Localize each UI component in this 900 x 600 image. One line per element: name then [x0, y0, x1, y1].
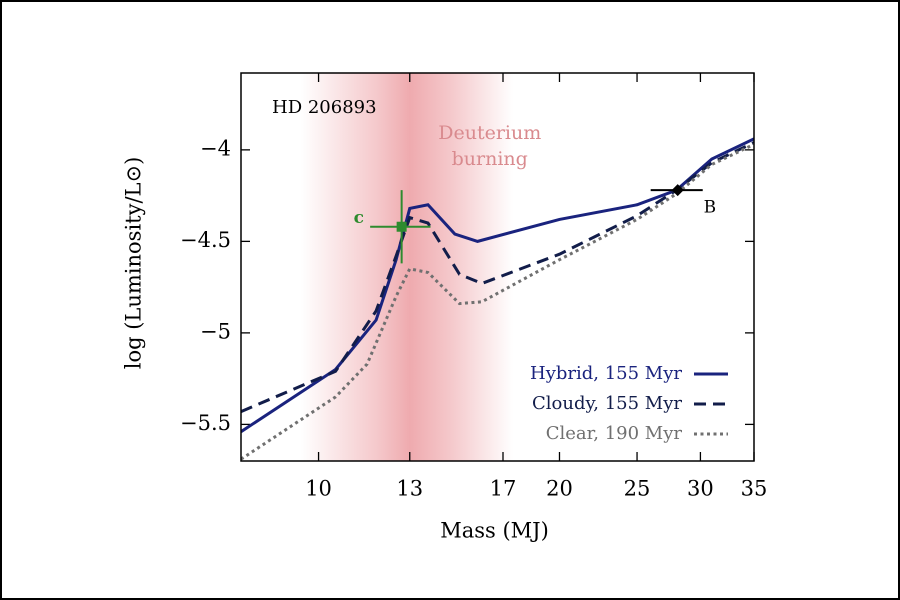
- deuterium-band: [300, 73, 514, 461]
- plot-frame: [240, 72, 755, 462]
- line-series: [241, 143, 754, 461]
- point-label: B: [704, 198, 717, 218]
- x-tick-label: 13: [396, 477, 423, 501]
- x-tick-label: 35: [741, 477, 768, 501]
- point-label: c: [354, 208, 364, 228]
- shade-label: Deuterium: [438, 122, 541, 144]
- legend-label: Clear, 190 Myr: [546, 423, 683, 444]
- y-tick-label: −5.5: [180, 411, 231, 435]
- y-tick-label: −5: [200, 319, 231, 343]
- x-tick-label: 25: [624, 477, 651, 501]
- legend-label: Hybrid, 155 Myr: [530, 363, 682, 384]
- x-tick-label: 30: [687, 477, 714, 501]
- shade-label: burning: [452, 148, 528, 170]
- y-axis-label: log (Luminosity/L⊙): [122, 157, 146, 370]
- point-marker: [396, 221, 407, 232]
- x-tick-label: 20: [546, 477, 573, 501]
- title: HD 206893: [272, 97, 377, 118]
- y-tick-label: −4: [200, 136, 231, 160]
- point-marker: [671, 184, 684, 197]
- legend-label: Cloudy, 155 Myr: [532, 393, 682, 414]
- x-tick-label: 17: [490, 477, 517, 501]
- x-tick-label: 10: [305, 477, 332, 501]
- x-axis-label: Mass (MJ): [440, 519, 549, 543]
- y-tick-label: −4.5: [180, 228, 231, 252]
